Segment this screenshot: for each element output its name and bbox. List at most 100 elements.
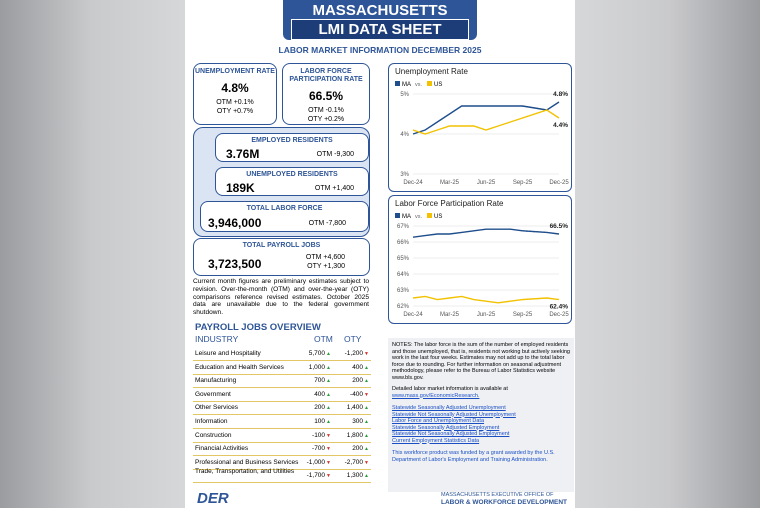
y-tick-label: 5% <box>400 92 409 98</box>
resource-link[interactable]: Statewide Not Seasonally Adjusted Employ… <box>392 431 510 437</box>
table-row: Manufacturing 700 200 <box>193 374 371 389</box>
table-row: Education and Health Services 1,000 400 <box>193 361 371 375</box>
resident-otm: OTM +1,400 <box>314 185 354 192</box>
change: 400 <box>352 361 369 375</box>
legend-swatch <box>395 213 400 218</box>
legend-label: MA <box>402 214 411 220</box>
change: -1,200 <box>345 347 369 361</box>
change: 1,400 <box>347 401 369 415</box>
rate-oty: OTY +0.2% <box>307 116 345 123</box>
table-row: Information 100 300 <box>193 415 371 429</box>
rate-otm: OTM -0.1% <box>308 107 344 114</box>
change: 5,700 <box>309 347 331 361</box>
rate-label: LABOR FORCE PARTICIPATION RATE <box>289 68 363 83</box>
chart-title: Unemployment Rate <box>395 67 468 76</box>
industry: Leisure and Hospitality <box>195 350 261 357</box>
value-label: 4.8% <box>553 91 568 98</box>
industry: Information <box>195 418 228 425</box>
change: 1,300 <box>347 469 369 483</box>
table-title: PAYROLL JOBS OVERVIEW <box>195 322 321 333</box>
x-tick-label: Dec-25 <box>549 312 569 318</box>
rate-oty: OTY +0.7% <box>216 108 254 115</box>
x-tick-label: Sep-25 <box>513 312 533 318</box>
legend-joiner: vs. <box>415 82 423 88</box>
legend-swatch <box>427 213 432 218</box>
industry: Professional and Business Services <box>195 458 299 466</box>
y-tick-label: 63% <box>397 288 410 294</box>
resource-link[interactable]: Statewide Not Seasonally Adjusted Unempl… <box>392 411 516 418</box>
y-tick-label: 62% <box>397 304 410 310</box>
resource-link[interactable]: Labor Force and Unemployment Data <box>392 418 485 424</box>
y-tick-label: 64% <box>397 272 410 278</box>
legend-swatch <box>427 81 432 86</box>
legend-label: US <box>434 214 442 220</box>
table-row: Leisure and Hospitality 5,700 -1,200 <box>193 347 371 361</box>
table-row: Professional and Business Services -1,000… <box>193 456 371 470</box>
payroll-box: TOTAL PAYROLL JOBS 3,723,500 OTM +4,600 … <box>193 238 370 276</box>
rate-box: LABOR FORCE PARTICIPATION RATE 66.5% OTM… <box>282 63 370 125</box>
resource-link[interactable]: Statewide Seasonally Adjusted Unemployme… <box>392 405 506 411</box>
x-tick-label: Sep-25 <box>513 180 533 186</box>
link-list: Statewide Seasonally Adjusted Unemployme… <box>392 405 570 444</box>
payroll-table: INDUSTRY OTM OTY Leisure and Hospitality… <box>193 334 371 486</box>
x-tick-label: Jun-25 <box>477 312 496 318</box>
resident-value: 189K <box>226 181 255 195</box>
detail-link[interactable]: www.mass.gov/EconomicResearch. <box>392 392 480 399</box>
change: 400 <box>314 388 331 402</box>
funding: This workforce product was funded by a g… <box>392 450 555 463</box>
resident-box: EMPLOYED RESIDENTS 3.76M OTM -9,300 <box>215 133 369 162</box>
industry: Education and Health Services <box>195 363 284 371</box>
resident-box: UNEMPLOYED RESIDENTS 189K OTM +1,400 <box>215 167 369 196</box>
resource-link[interactable]: Statewide Seasonally Adjusted Employment <box>392 424 500 431</box>
industry: Construction <box>195 431 232 439</box>
rate-label: UNEMPLOYMENT RATE <box>195 68 275 75</box>
footer-org: LABOR & WORKFORCE DEVELOPMENT <box>441 499 568 506</box>
table-row: Financial Activities -700 200 <box>193 442 371 457</box>
y-tick-label: 65% <box>397 256 410 262</box>
y-tick-label: 67% <box>397 224 410 230</box>
legend-joiner: vs. <box>415 214 423 220</box>
x-tick-label: Dec-25 <box>549 180 569 186</box>
table-row: Government 400 -400 <box>193 388 371 402</box>
series-line <box>522 297 560 301</box>
value-label: 66.5% <box>550 223 569 230</box>
resident-value: 3.76M <box>226 147 260 161</box>
footer-org: MASSACHUSETTS EXECUTIVE OFFICE OF <box>441 492 554 498</box>
change: -400 <box>350 388 369 402</box>
resident-box: TOTAL LABOR FORCE 3,946,000 OTM -7,800 <box>200 201 369 232</box>
change: 200 <box>352 442 369 456</box>
value-label: 4.4% <box>553 122 568 129</box>
change: -2,700 <box>345 456 369 470</box>
value-label: 62.4% <box>550 304 569 311</box>
x-tick-label: Jun-25 <box>477 180 496 186</box>
series-line <box>522 101 560 111</box>
rate-value: 4.8% <box>221 81 249 95</box>
change: 100 <box>314 415 331 429</box>
change: 200 <box>352 374 369 388</box>
series-line <box>522 109 560 119</box>
x-tick-label: Dec-24 <box>403 180 423 186</box>
chart: Unemployment Rate MA vs. US 3% 4% 5% Dec-24 Mar-… <box>395 67 569 186</box>
column-header: OTM <box>314 334 333 344</box>
y-tick-label: 3% <box>400 172 409 178</box>
change: -1,700 <box>307 469 331 483</box>
industry: Other Services <box>195 404 238 412</box>
change: 200 <box>314 401 331 415</box>
series-line <box>412 295 523 304</box>
footer-logo: DER <box>197 490 229 507</box>
resident-otm: OTM -7,800 <box>308 220 346 227</box>
chart-frame: Labor Force Participation Rate MA vs. US 62%… <box>388 195 572 324</box>
rate-otm: OTM +0.1% <box>216 99 254 106</box>
series-line <box>412 105 523 135</box>
disclaimer: Current month figures are preliminary es… <box>193 278 369 317</box>
resident-value: 3,946,000 <box>208 216 262 230</box>
x-tick-label: Dec-24 <box>403 312 423 318</box>
series-line <box>522 230 560 235</box>
y-tick-label: 66% <box>397 240 410 246</box>
resource-link[interactable]: Current Employment Statistics Data <box>392 437 480 444</box>
change: 700 <box>314 374 331 388</box>
chart-frame: Unemployment Rate MA vs. US 3% 4% 5% Dec-24 Mar-… <box>388 63 572 192</box>
payroll-label: TOTAL PAYROLL JOBS <box>242 242 321 249</box>
industry: Government <box>195 390 231 398</box>
